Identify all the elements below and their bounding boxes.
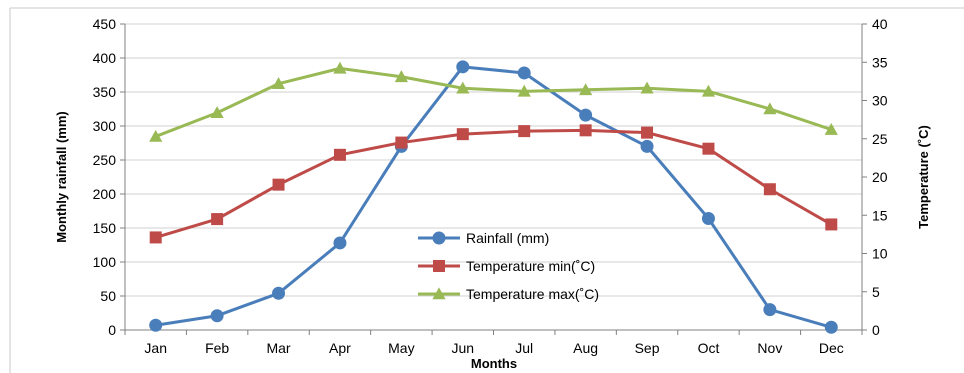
left-axis-ticks: 0 50 100 150 200 250 300 350 400 450 [93, 16, 125, 338]
y2-tick-label: 25 [872, 131, 888, 147]
data-point [579, 83, 593, 96]
data-point [518, 125, 531, 138]
y-tick-label: 300 [93, 118, 117, 134]
data-point [824, 122, 838, 135]
legend-swatch-marker [432, 231, 446, 245]
legend-item: Temperature min(˚C) [418, 258, 595, 274]
data-point [149, 318, 163, 332]
y2-tick-label: 10 [872, 246, 888, 262]
data-point [640, 139, 654, 153]
data-point [333, 236, 347, 250]
y2-tick-label: 30 [872, 93, 888, 109]
y2-axis-title: Temperature (˚C) [916, 125, 931, 229]
data-point [333, 61, 347, 74]
x-tick-label: May [388, 340, 414, 356]
data-point [394, 70, 408, 83]
y2-tick-label: 15 [872, 207, 888, 223]
x-tick-label: Jul [515, 340, 533, 356]
y2-tick-label: 35 [872, 54, 888, 70]
x-tick-label: Sep [635, 340, 660, 356]
data-point [456, 128, 469, 141]
series-layer [149, 60, 838, 334]
data-point [395, 136, 408, 149]
x-axis-title: Months [471, 356, 517, 371]
series-line [155, 128, 833, 239]
legend-label: Temperature max(˚C) [466, 286, 599, 302]
y-tick-label: 250 [93, 152, 117, 168]
data-point [272, 286, 286, 300]
x-tick-label: Dec [819, 340, 844, 356]
series-3 [149, 61, 838, 142]
x-tick-label: Mar [266, 340, 290, 356]
data-point [210, 106, 224, 119]
data-point [456, 60, 470, 74]
x-tick-label: Jun [452, 340, 475, 356]
series-line [155, 66, 832, 138]
legend: Rainfall (mm) Temperature min(˚C) Temperat… [418, 230, 599, 302]
y2-tick-label: 40 [872, 16, 888, 32]
x-tick-label: Aug [573, 340, 598, 356]
data-point [517, 84, 531, 97]
x-tick-label: Feb [205, 340, 229, 356]
data-point [579, 124, 592, 137]
data-point [149, 129, 163, 142]
data-point [272, 178, 285, 191]
data-point [640, 81, 654, 94]
y-tick-label: 450 [93, 16, 117, 32]
y-tick-label: 350 [93, 84, 117, 100]
data-point [579, 108, 593, 122]
x-axis-ticks: Jan Feb Mar Apr May Jun Jul Aug Sep Oct Nov Dec [124, 330, 863, 356]
legend-item: Rainfall (mm) [418, 230, 549, 246]
legend-label: Temperature min(˚C) [466, 258, 595, 274]
legend-item: Temperature max(˚C) [418, 286, 599, 302]
y2-tick-label: 5 [872, 284, 880, 300]
x-tick-label: Jan [144, 340, 167, 356]
legend-swatch-marker [433, 260, 445, 272]
y-tick-label: 400 [93, 50, 117, 66]
x-tick-label: Apr [329, 340, 351, 356]
y-tick-label: 200 [93, 186, 117, 202]
y-tick-label: 0 [108, 322, 116, 338]
data-point [702, 142, 715, 155]
y-axis-title: Monthly rainfall (mm) [54, 111, 69, 242]
y2-tick-label: 20 [872, 169, 888, 185]
series-2 [149, 124, 838, 244]
y-tick-label: 100 [93, 254, 117, 270]
legend-label: Rainfall (mm) [466, 230, 549, 246]
x-tick-label: Nov [757, 340, 782, 356]
data-point [763, 183, 776, 196]
series-line [155, 65, 832, 329]
data-point [824, 320, 838, 334]
data-point [149, 231, 162, 244]
data-point [701, 84, 716, 97]
data-point [456, 81, 470, 94]
data-point [517, 66, 531, 80]
data-point [825, 218, 838, 231]
y2-tick-label: 0 [872, 322, 880, 338]
data-point [641, 126, 654, 139]
series-1 [149, 60, 838, 334]
data-point [333, 148, 346, 161]
y-tick-label: 50 [100, 288, 116, 304]
data-point [210, 309, 224, 323]
legend-swatch-marker [432, 287, 446, 300]
data-point [701, 211, 715, 225]
data-point [763, 102, 777, 115]
x-tick-label: Oct [698, 340, 720, 356]
data-point [763, 303, 777, 317]
right-axis-ticks: 0 5 10 15 20 25 30 35 40 [862, 16, 888, 338]
y-tick-label: 150 [93, 220, 117, 236]
data-point [211, 213, 224, 226]
data-point [271, 77, 286, 89]
